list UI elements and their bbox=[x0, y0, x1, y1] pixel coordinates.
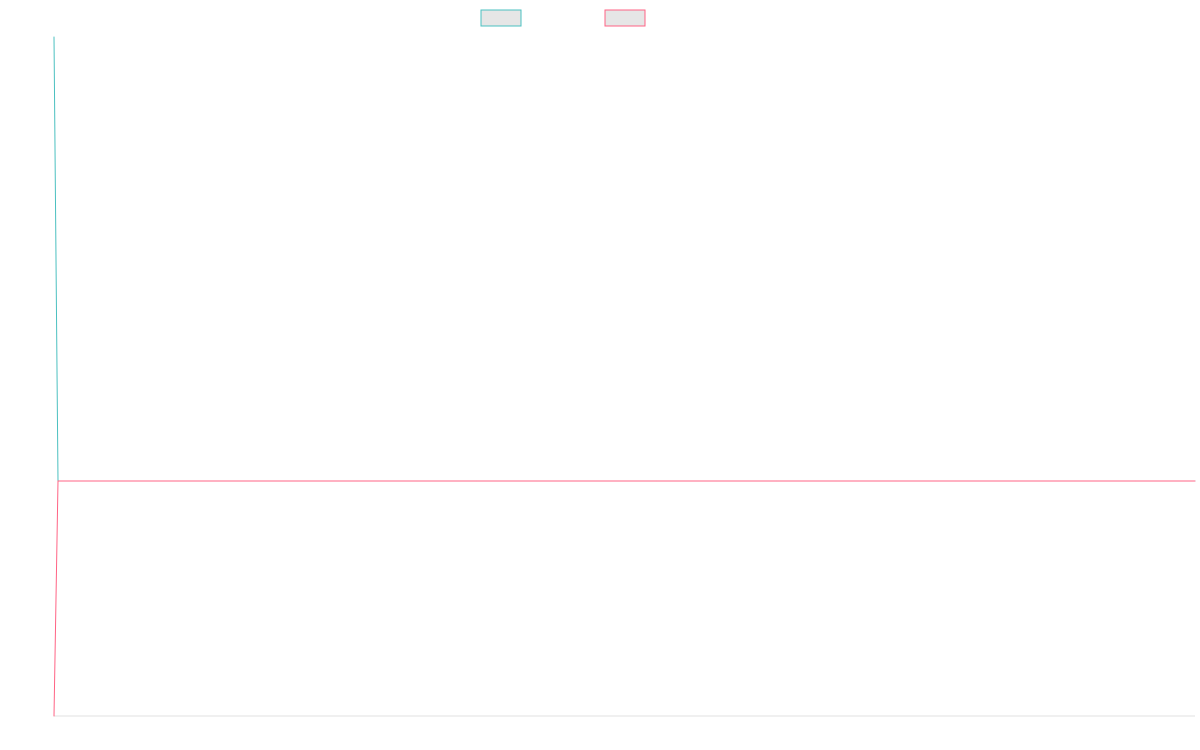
series-2-point-9[interactable] bbox=[536, 480, 538, 482]
series-line-1 bbox=[53, 36, 1195, 482]
series-2-point-8[interactable] bbox=[476, 480, 478, 482]
series-2-point-14[interactable] bbox=[835, 480, 837, 482]
legend-swatch-1[interactable] bbox=[480, 9, 522, 27]
series-2-point-11[interactable] bbox=[655, 480, 657, 482]
series-2-point-20[interactable] bbox=[1194, 480, 1196, 482]
series-2-point-15[interactable] bbox=[895, 480, 897, 482]
series-line-2 bbox=[53, 480, 1195, 717]
series-2-point-1[interactable] bbox=[57, 480, 59, 482]
series-group bbox=[53, 36, 1196, 717]
series-2-point-4[interactable] bbox=[237, 480, 239, 482]
series-2-point-12[interactable] bbox=[715, 480, 717, 482]
series-2-point-5[interactable] bbox=[296, 480, 298, 482]
series-2-point-19[interactable] bbox=[1134, 480, 1136, 482]
series-2-point-6[interactable] bbox=[356, 480, 358, 482]
series-2-point-3[interactable] bbox=[177, 480, 179, 482]
series-2-point-2[interactable] bbox=[117, 480, 119, 482]
series-2-point-10[interactable] bbox=[596, 480, 598, 482]
series-1-point-0[interactable] bbox=[53, 36, 55, 38]
series-2-point-0[interactable] bbox=[53, 715, 55, 717]
plot-area bbox=[53, 36, 1196, 717]
series-2-point-7[interactable] bbox=[416, 480, 418, 482]
series-2-point-18[interactable] bbox=[1074, 480, 1076, 482]
legend[interactable] bbox=[480, 9, 646, 27]
series-2-point-13[interactable] bbox=[775, 480, 777, 482]
series-2-point-16[interactable] bbox=[955, 480, 957, 482]
series-2-point-17[interactable] bbox=[1014, 480, 1016, 482]
legend-swatch-2[interactable] bbox=[604, 9, 646, 27]
